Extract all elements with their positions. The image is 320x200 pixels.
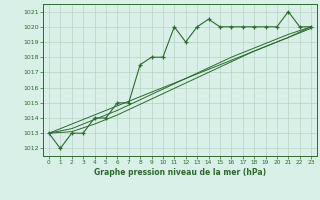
X-axis label: Graphe pression niveau de la mer (hPa): Graphe pression niveau de la mer (hPa) <box>94 168 266 177</box>
